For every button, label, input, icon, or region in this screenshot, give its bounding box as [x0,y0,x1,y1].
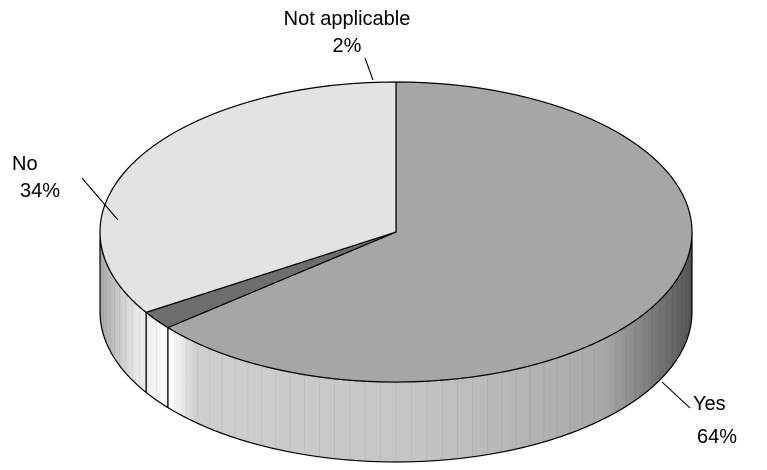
slice-label-yes: Yes [693,393,726,415]
slice-value-yes: 64% [697,426,737,448]
leader-line-yes [661,381,691,409]
pie-slice-no [99,81,397,313]
slice-label-no: No [12,153,38,175]
slice-label-not-applicable: Not applicable [284,8,411,30]
leader-line-not-applicable [364,57,374,81]
pie-slice-yes [167,81,693,383]
slice-value-no: 34% [20,180,60,202]
slice-value-not-applicable: 2% [333,35,362,57]
leader-line-no [81,177,119,221]
